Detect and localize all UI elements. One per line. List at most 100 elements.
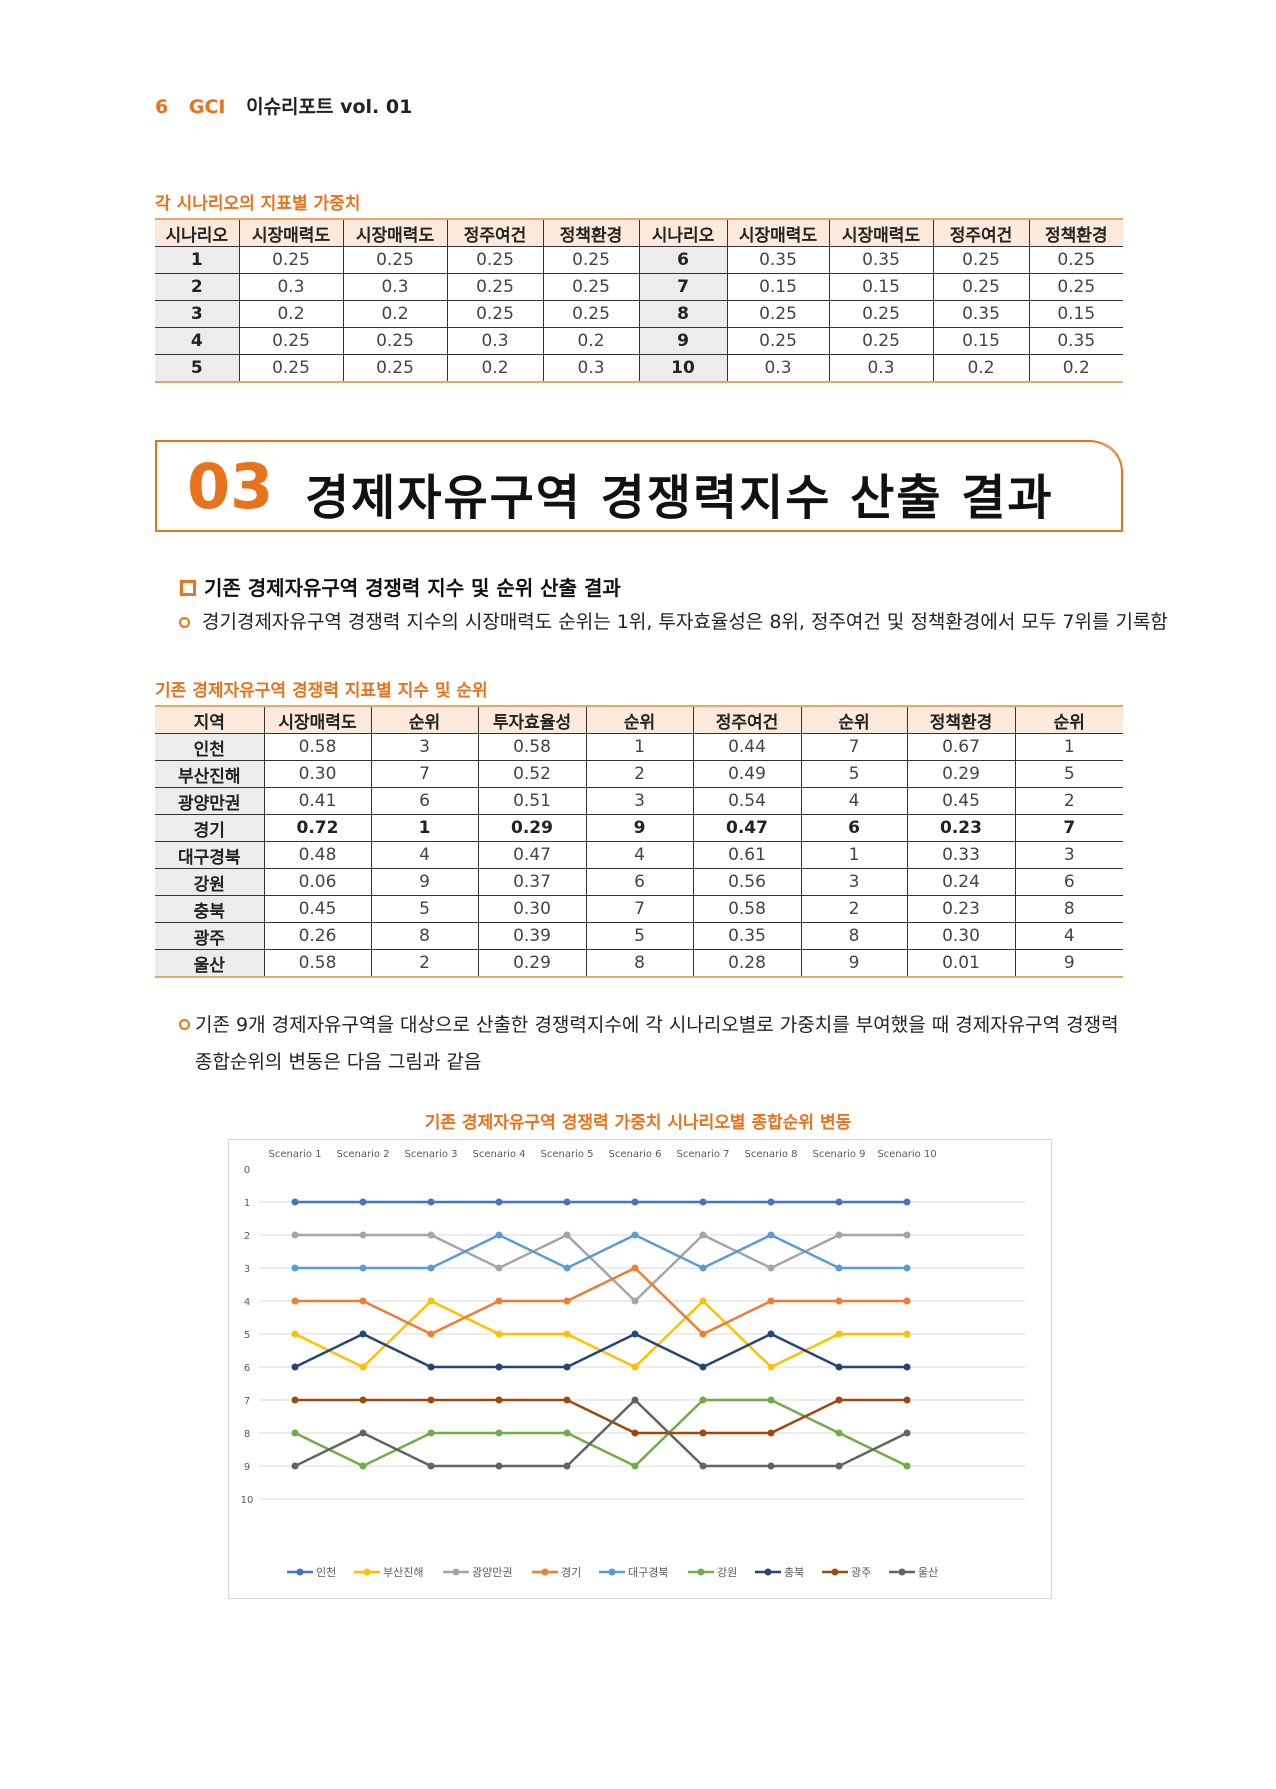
- data-point: [767, 1198, 775, 1206]
- data-point: [767, 1231, 775, 1239]
- table-cell: 광양만권: [155, 787, 264, 815]
- table-cell: 0.25: [542, 246, 639, 274]
- data-point: [495, 1462, 503, 1470]
- data-point: [495, 1264, 503, 1272]
- x-tick-label: Scenario 4: [472, 1149, 525, 1160]
- data-point: [631, 1330, 639, 1338]
- table-cell: 1: [155, 246, 239, 274]
- table-cell: 0.25: [342, 327, 447, 355]
- table-cell: 0.2: [238, 300, 343, 328]
- legend-marker: [764, 1568, 772, 1576]
- table-cell: 0.15: [726, 273, 829, 301]
- table-cell: 0.25: [238, 246, 343, 274]
- table-cell: 5: [370, 895, 478, 923]
- data-point: [495, 1198, 503, 1206]
- table-cell: 0.45: [263, 895, 371, 923]
- x-tick-label: Scenario 1: [268, 1149, 321, 1160]
- circle-bullet-icon: [179, 617, 190, 628]
- table-cell: 부산진해: [155, 760, 264, 788]
- table-cell: 0.58: [477, 733, 586, 761]
- table-cell: 6: [800, 814, 907, 842]
- table-cell: 광주: [155, 922, 264, 950]
- y-tick-label: 0: [244, 1165, 250, 1176]
- table-cell: 8: [585, 949, 693, 978]
- table-cell: 0.3: [828, 354, 933, 383]
- y-tick-label: 3: [244, 1264, 250, 1275]
- table-cell: 0.25: [342, 246, 447, 274]
- data-point: [767, 1462, 775, 1470]
- legend-label: 경기: [561, 1566, 581, 1579]
- data-point: [699, 1363, 707, 1371]
- data-point: [427, 1330, 435, 1338]
- table-cell: 0.23: [906, 895, 1015, 923]
- table-cell: 0.35: [726, 246, 829, 274]
- column-header: 시장매력도: [263, 705, 371, 734]
- table-cell: 0.37: [477, 868, 586, 896]
- legend-marker: [296, 1568, 304, 1576]
- table-cell: 1: [1014, 733, 1123, 761]
- data-point: [903, 1297, 911, 1305]
- table-cell: 0.51: [477, 787, 586, 815]
- legend-marker: [363, 1568, 371, 1576]
- data-point: [563, 1396, 571, 1404]
- y-tick-label: 7: [244, 1396, 250, 1407]
- weights-table-caption: 각 시나리오의 지표별 가중치: [155, 194, 361, 214]
- data-point: [835, 1396, 843, 1404]
- table-cell: 0.15: [828, 273, 933, 301]
- table-cell: 3: [585, 787, 693, 815]
- table-cell: 8: [1014, 895, 1123, 923]
- column-header: 정책환경: [1028, 218, 1123, 247]
- weights-table: 시나리오 시장매력도 시장매력도 정주여건 정책환경 시나리오 시장매력도 시장매력도 정주여건…: [155, 218, 1123, 383]
- table-cell: 0.54: [692, 787, 801, 815]
- column-header: 시장매력도: [726, 218, 829, 247]
- table-cell: 0.2: [542, 327, 639, 355]
- column-header: 정주여건: [932, 218, 1029, 247]
- x-tick-label: Scenario 10: [877, 1149, 936, 1160]
- bullet-text-1: 경기경제자유구역 경쟁력 지수의 시장매력도 순위는 1위, 투자효율성은 8위…: [202, 611, 1168, 633]
- data-point: [631, 1462, 639, 1470]
- table-cell: 0.33: [906, 841, 1015, 869]
- table-cell: 6: [1014, 868, 1123, 896]
- table-cell: 0.35: [828, 246, 933, 274]
- page-header: 6 GCI 이슈리포트 vol. 01: [155, 92, 412, 119]
- table-cell: 0.52: [477, 760, 586, 788]
- data-point: [631, 1429, 639, 1437]
- series-line: [294, 1398, 908, 1468]
- table-row: 3 0.2 0.2 0.25 0.25 8 0.25 0.25 0.35 0.15: [155, 300, 1123, 328]
- table-cell: 9: [1014, 949, 1123, 978]
- data-point: [359, 1363, 367, 1371]
- legend-marker: [452, 1568, 460, 1576]
- table-cell: 2: [585, 760, 693, 788]
- table-cell: 울산: [155, 949, 264, 978]
- report-title: 이슈리포트 vol. 01: [246, 96, 413, 118]
- legend-label: 울산: [918, 1566, 938, 1579]
- legend-label: 대구경북: [628, 1566, 668, 1579]
- column-header: 시장매력도: [238, 218, 343, 247]
- table-cell: 3: [370, 733, 478, 761]
- table-cell: 8: [800, 922, 907, 950]
- table-cell: 3: [155, 300, 239, 328]
- bullet-text-2-line1: 기존 9개 경제자유구역을 대상으로 산출한 경쟁력지수에 각 시나리오별로 가…: [195, 1014, 1119, 1036]
- data-point: [359, 1297, 367, 1305]
- table-cell: 0.47: [692, 814, 801, 842]
- table-cell: 8: [638, 300, 727, 328]
- data-point: [631, 1297, 639, 1305]
- data-point: [767, 1363, 775, 1371]
- table-cell: 0.29: [906, 760, 1015, 788]
- data-point: [291, 1198, 299, 1206]
- table-cell: 0.67: [906, 733, 1015, 761]
- data-point: [835, 1429, 843, 1437]
- table-cell: 0.30: [477, 895, 586, 923]
- table-cell: 0.2: [446, 354, 543, 383]
- data-point: [427, 1264, 435, 1272]
- table-cell: 0.45: [906, 787, 1015, 815]
- table-cell: 6: [585, 868, 693, 896]
- data-point: [563, 1231, 571, 1239]
- table-cell: 0.25: [446, 273, 543, 301]
- table-cell: 2: [155, 273, 239, 301]
- data-point: [563, 1462, 571, 1470]
- table-row: 1 0.25 0.25 0.25 0.25 6 0.35 0.35 0.25 0.25: [155, 246, 1123, 274]
- table-cell: 강원: [155, 868, 264, 896]
- table-cell: 0.41: [263, 787, 371, 815]
- table-cell: 0.2: [342, 300, 447, 328]
